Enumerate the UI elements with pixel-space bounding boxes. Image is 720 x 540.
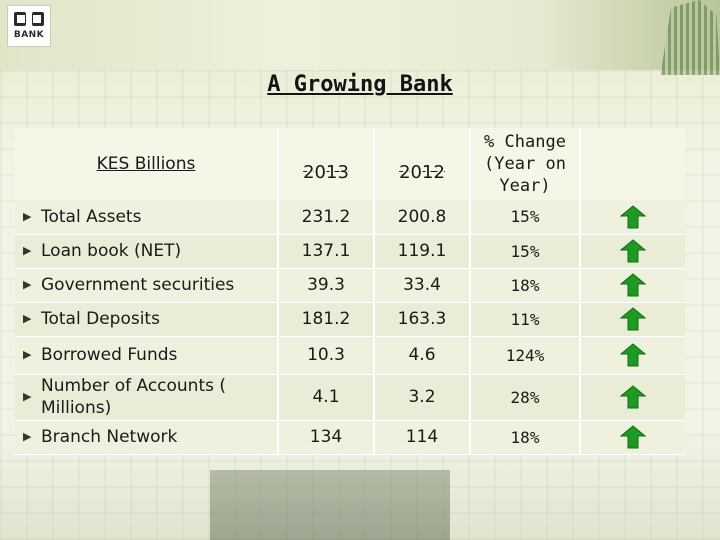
- cell-change: 124%: [470, 336, 581, 375]
- row-label-text: Branch Network: [41, 427, 178, 447]
- header-trend: [580, 128, 685, 200]
- table-row: ▶ Branch Network 134 114 18%: [15, 420, 685, 455]
- up-arrow-icon: [620, 205, 646, 229]
- header-label: KES Billions: [15, 128, 279, 200]
- row-label: ▶ Borrowed Funds: [15, 336, 279, 375]
- up-arrow-icon: [620, 307, 646, 331]
- bullet-arrow-icon: ▶: [23, 244, 32, 257]
- up-arrow-icon: [620, 425, 646, 449]
- cell-change: 15%: [470, 200, 581, 235]
- table-row: ▶ Total Assets 231.2 200.8 15%: [15, 200, 685, 235]
- cell-2013: 39.3: [278, 268, 375, 303]
- header-change-line: (Year on: [484, 154, 566, 174]
- cell-2013: 4.1: [278, 374, 375, 421]
- row-label-text: Number of Accounts ( Millions): [41, 376, 227, 418]
- cell-change: 28%: [470, 374, 581, 421]
- bottom-building-image: [210, 470, 450, 540]
- table-row: ▶ Borrowed Funds 10.3 4.6 124%: [15, 336, 685, 375]
- row-label-text: Borrowed Funds: [41, 345, 178, 365]
- table-row: ▶ Number of Accounts ( Millions) 4.1 3.2 28%: [15, 374, 685, 421]
- row-label-text: Total Deposits: [41, 309, 160, 329]
- header-year-2012: 2012: [374, 128, 471, 200]
- cell-2012: 163.3: [374, 302, 471, 337]
- up-arrow-icon: [620, 239, 646, 263]
- bullet-arrow-icon: ▶: [23, 278, 32, 291]
- cell-trend: [580, 374, 685, 421]
- header-change: % Change (Year on Year): [470, 128, 581, 200]
- logo-mark: [14, 12, 44, 28]
- table-row: ▶ Total Deposits 181.2 163.3 11%: [15, 302, 685, 337]
- cell-2012: 3.2: [374, 374, 471, 421]
- cell-change: 11%: [470, 302, 581, 337]
- up-arrow-icon: [620, 385, 646, 409]
- header-band: [0, 0, 720, 70]
- row-label: ▶ Branch Network: [15, 420, 279, 455]
- table-body: ▶ Total Assets 231.2 200.8 15% ▶ Loan book (NE…: [15, 200, 685, 455]
- cell-trend: [580, 420, 685, 455]
- page-title: A Growing Bank: [267, 72, 453, 97]
- table-header-row: KES Billions 2013 2012 % Change (Year on…: [15, 128, 685, 200]
- cell-2012: 4.6: [374, 336, 471, 375]
- cell-2012: 119.1: [374, 234, 471, 269]
- cell-2013: 231.2: [278, 200, 375, 235]
- row-label-text: Total Assets: [41, 206, 142, 227]
- row-label-text: Loan book (NET): [41, 241, 182, 261]
- cell-change: 18%: [470, 420, 581, 455]
- row-label: ▶ Number of Accounts ( Millions): [15, 374, 279, 421]
- row-label: ▶ Loan book (NET): [15, 234, 279, 269]
- bullet-arrow-icon: ▶: [23, 348, 32, 361]
- cell-2012: 200.8: [374, 200, 471, 235]
- bullet-arrow-icon: ▶: [23, 209, 32, 223]
- row-label-text: Government securities: [41, 275, 235, 295]
- cell-change: 18%: [470, 268, 581, 303]
- table-row: ▶ Government securities 39.3 33.4 18%: [15, 268, 685, 303]
- bullet-arrow-icon: ▶: [23, 312, 32, 325]
- header-year-2013: 2013: [278, 128, 375, 200]
- cell-2013: 137.1: [278, 234, 375, 269]
- cell-trend: [580, 234, 685, 269]
- logo-text: BANK: [13, 30, 45, 40]
- cell-2013: 134: [278, 420, 375, 455]
- cell-2012: 33.4: [374, 268, 471, 303]
- bullet-arrow-icon: ▶: [23, 390, 32, 403]
- row-label: ▶ Total Deposits: [15, 302, 279, 337]
- cell-trend: [580, 302, 685, 337]
- cell-2012: 114: [374, 420, 471, 455]
- cell-trend: [580, 336, 685, 375]
- up-arrow-icon: [620, 273, 646, 297]
- building-image: [660, 0, 720, 75]
- bullet-arrow-icon: ▶: [23, 430, 32, 443]
- row-label: ▶ Government securities: [15, 268, 279, 303]
- financial-table: KES Billions 2013 2012 % Change (Year on…: [15, 128, 685, 455]
- cell-change: 15%: [470, 234, 581, 269]
- table-row: ▶ Loan book (NET) 137.1 119.1 15%: [15, 234, 685, 269]
- row-label: ▶ Total Assets: [15, 200, 279, 235]
- up-arrow-icon: [620, 343, 646, 367]
- header-change-line: % Change: [484, 132, 566, 152]
- header-change-line: Year): [499, 176, 551, 196]
- cell-trend: [580, 268, 685, 303]
- cell-trend: [580, 200, 685, 235]
- cell-2013: 181.2: [278, 302, 375, 337]
- bank-logo-icon: BANK: [8, 6, 50, 46]
- cell-2013: 10.3: [278, 336, 375, 375]
